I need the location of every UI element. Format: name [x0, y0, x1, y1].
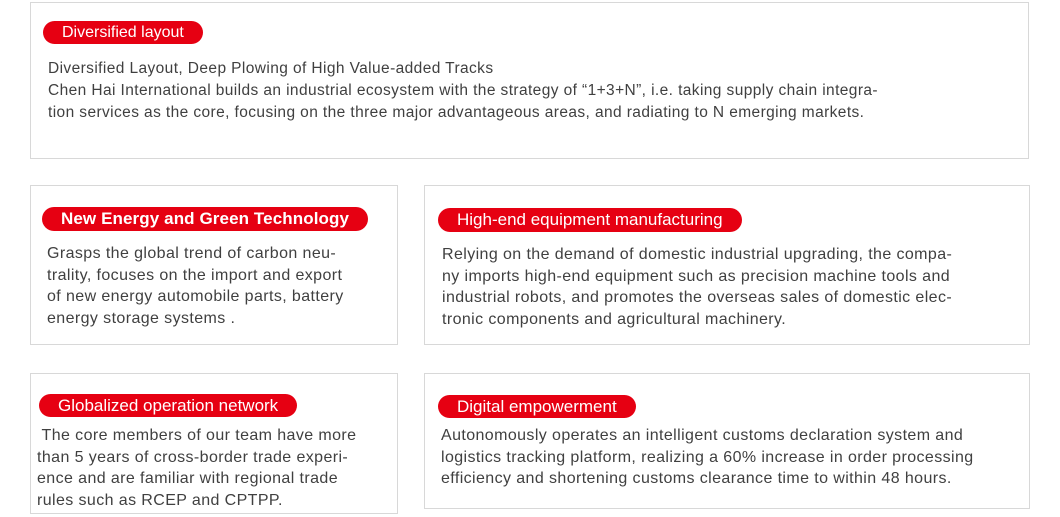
- text-line: Chen Hai International builds an industr…: [48, 82, 878, 99]
- card-high-end-equipment-manufacturing: High-end equipment manufacturing Relying…: [424, 185, 1030, 345]
- digital-empowerment-text: Autonomously operates an intelligent cus…: [441, 425, 974, 490]
- high-end-equipment-text: Relying on the demand of domestic indust…: [442, 244, 952, 330]
- text-line: Autonomously operates an intelligent cus…: [441, 427, 964, 444]
- text-line: ny imports high-end equipment such as pr…: [442, 267, 951, 285]
- text-line: tronic components and agricultural machi…: [442, 310, 787, 328]
- text-line: trality, focuses on the import and expor…: [47, 266, 343, 284]
- digital-empowerment-pill-label: Digital empowerment: [457, 397, 617, 416]
- text-line: The core members of our team have more: [37, 427, 357, 444]
- globalized-network-pill: Globalized operation network: [39, 394, 298, 417]
- diversified-layout-pill: Diversified layout: [43, 21, 203, 44]
- card-diversified-layout: Diversified layout Diversified Layout, D…: [30, 2, 1029, 159]
- text-line: ence and are familiar with regional trad…: [37, 470, 339, 487]
- diversified-layout-pill-label: Diversified layout: [62, 24, 184, 41]
- digital-empowerment-pill: Digital empowerment: [438, 395, 636, 418]
- text-line: Grasps the global trend of carbon neu-: [47, 245, 337, 262]
- text-line: of new energy automobile parts, battery: [47, 288, 344, 305]
- globalized-network-text: The core members of our team have more t…: [37, 425, 356, 511]
- text-line: tion services as the core, focusing on t…: [48, 104, 865, 121]
- text-line: energy storage systems .: [47, 309, 236, 327]
- text-line: Relying on the demand of domestic indust…: [442, 246, 953, 263]
- text-line: than 5 years of cross-border trade exper…: [37, 448, 349, 466]
- globalized-network-pill-label: Globalized operation network: [58, 396, 279, 415]
- text-line: efficiency and shortening customs cleara…: [441, 470, 952, 487]
- text-line: industrial robots, and promotes the over…: [442, 289, 953, 306]
- high-end-equipment-pill-label: High-end equipment manufacturing: [457, 210, 723, 229]
- text-line: Diversified Layout, Deep Plowing of High…: [48, 60, 494, 77]
- card-new-energy-green-technology: New Energy and Green Technology Grasps t…: [30, 185, 398, 345]
- diversified-layout-text: Diversified Layout, Deep Plowing of High…: [48, 58, 878, 124]
- new-energy-text: Grasps the global trend of carbon neu- t…: [47, 243, 344, 329]
- card-globalized-operation-network: Globalized operation network The core me…: [30, 373, 398, 514]
- new-energy-pill: New Energy and Green Technology: [42, 207, 369, 231]
- new-energy-pill-label: New Energy and Green Technology: [61, 209, 350, 228]
- high-end-equipment-pill: High-end equipment manufacturing: [438, 208, 742, 232]
- card-digital-empowerment: Digital empowerment Autonomously operate…: [424, 373, 1030, 509]
- text-line: rules such as RCEP and CPTPP.: [37, 491, 283, 509]
- text-line: logistics tracking platform, realizing a…: [441, 448, 974, 466]
